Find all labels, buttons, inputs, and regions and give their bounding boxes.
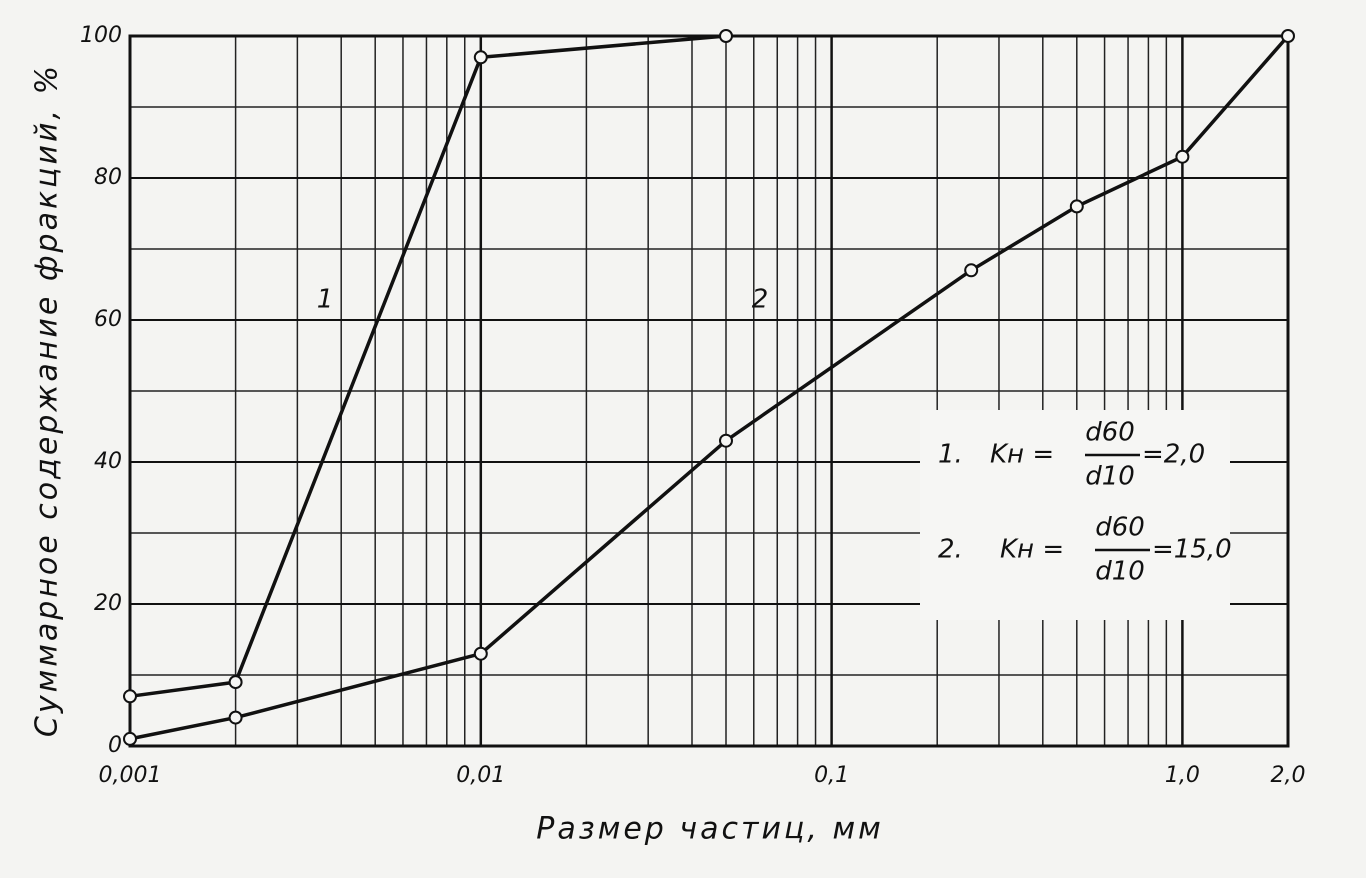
data-point	[1069, 199, 1084, 214]
x-tick-label: 2,0	[1271, 763, 1306, 788]
data-point	[228, 675, 243, 690]
y-tick-label: 40	[94, 449, 122, 474]
y-tick-label: 20	[94, 591, 122, 616]
annotation-index: 1.	[938, 440, 963, 470]
data-point	[1175, 149, 1190, 164]
data-point	[1281, 29, 1295, 43]
data-point	[123, 689, 137, 704]
annotation-lhs: Kн =	[990, 440, 1054, 470]
annotation-denominator: d10	[1095, 557, 1145, 587]
x-tick-label: 1,0	[1165, 763, 1200, 788]
annotation-lhs: Kн =	[1000, 535, 1064, 565]
annotation-rhs: =15,0	[1152, 535, 1232, 565]
annotation-numerator: d60	[1085, 418, 1135, 448]
y-tick-label: 60	[94, 307, 122, 332]
series-label: 2	[752, 285, 769, 315]
series-line	[129, 34, 727, 699]
series-line	[129, 34, 1290, 741]
data-point	[473, 50, 488, 65]
data-point	[123, 731, 137, 746]
annotation-rhs: =2,0	[1142, 440, 1205, 470]
annotation-background	[920, 410, 1230, 620]
annotation-denominator: d10	[1085, 462, 1135, 492]
x-tick-label: 0,001	[99, 763, 162, 788]
annotation-index: 2.	[938, 535, 963, 565]
series-label: 1	[317, 285, 334, 315]
data-point	[473, 646, 488, 661]
annotation-numerator: d60	[1095, 513, 1145, 543]
data-point	[718, 29, 733, 43]
y-tick-label: 0	[108, 733, 122, 758]
x-tick-label: 0,01	[456, 763, 505, 788]
data-point	[228, 710, 243, 725]
x-axis-title: Размер частиц, мм	[536, 812, 883, 847]
x-tick-label: 0,1	[814, 763, 849, 788]
data-point	[718, 433, 733, 448]
y-tick-label: 100	[80, 23, 122, 48]
y-axis-title: Суммарное содержание фракций, %	[30, 63, 65, 737]
y-tick-label: 80	[94, 165, 122, 190]
data-point	[964, 263, 979, 278]
